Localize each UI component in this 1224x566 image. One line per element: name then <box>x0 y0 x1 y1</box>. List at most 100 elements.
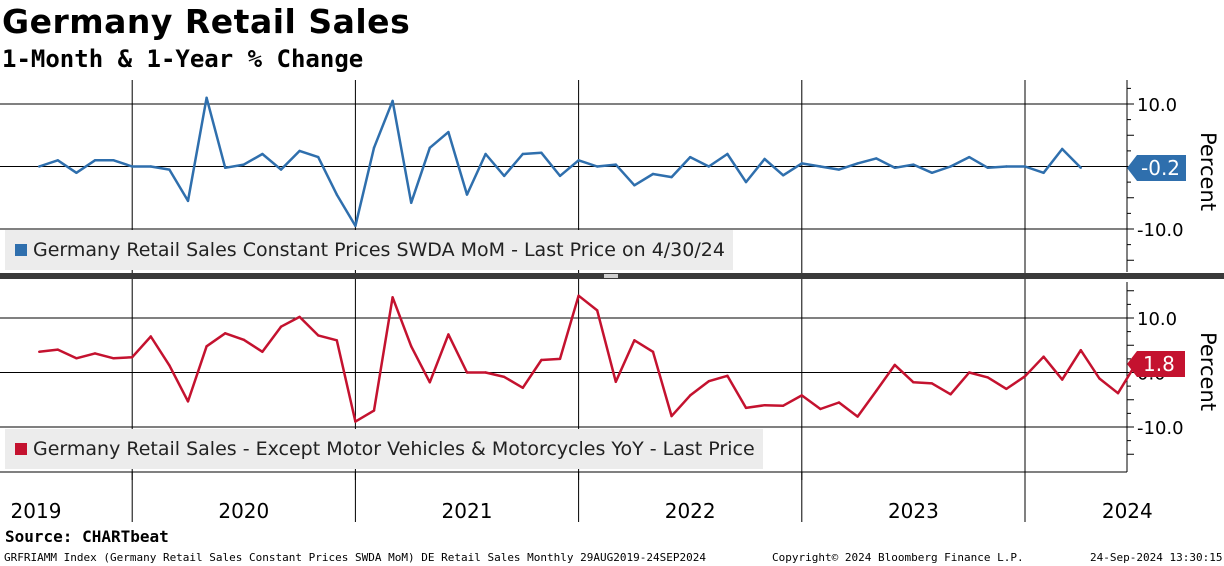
data-point <box>614 163 617 166</box>
data-point <box>1079 166 1083 169</box>
data-point <box>335 193 338 196</box>
chart-subtitle: 1-Month & 1-Year % Change <box>2 45 364 73</box>
data-point <box>428 146 431 149</box>
x-tick-label: 2019 <box>11 499 62 523</box>
data-point <box>1061 378 1064 381</box>
data-point <box>186 199 190 203</box>
data-point <box>633 339 636 342</box>
data-point <box>1023 375 1027 378</box>
data-point <box>112 159 115 162</box>
ylabel-top: Percent <box>1196 132 1220 212</box>
data-point <box>75 171 78 174</box>
data-point <box>800 162 803 165</box>
data-point <box>317 334 320 337</box>
data-point <box>186 400 190 403</box>
data-point <box>354 224 357 228</box>
data-point <box>224 332 227 335</box>
data-point <box>1061 147 1064 151</box>
last-value-badge-top: -0.2 <box>1127 155 1187 181</box>
data-point <box>279 325 283 328</box>
chart-title: Germany Retail Sales <box>2 2 411 41</box>
y-tick-label: -10.0 <box>1137 418 1184 439</box>
data-point <box>912 163 915 166</box>
data-point <box>521 386 524 389</box>
data-point <box>949 165 952 168</box>
data-point <box>596 165 599 168</box>
legend-bottom: Germany Retail Sales - Except Motor Vehi… <box>5 429 763 469</box>
data-point <box>875 389 878 393</box>
data-point <box>837 401 841 404</box>
data-point <box>930 171 934 174</box>
data-point <box>912 381 915 384</box>
source-label: Source: CHARTbeat <box>5 527 169 546</box>
data-point <box>372 146 376 149</box>
data-point <box>242 338 245 341</box>
badge-value-bottom: 1.8 <box>1137 351 1185 377</box>
data-point <box>317 155 320 159</box>
data-point <box>521 152 524 156</box>
data-point <box>558 357 562 361</box>
data-point <box>484 152 487 156</box>
data-point <box>38 165 41 168</box>
data-point <box>261 152 264 156</box>
legend-label-bottom: Germany Retail Sales - Except Motor Vehi… <box>33 438 755 460</box>
y-tick-label: -10.0 <box>1137 220 1184 241</box>
data-point <box>744 180 748 184</box>
data-point <box>968 155 971 159</box>
data-point <box>651 172 655 176</box>
series-line-yoy <box>39 294 1138 423</box>
data-point <box>242 163 245 166</box>
panel-divider-handle <box>604 274 618 278</box>
data-point <box>391 99 394 103</box>
data-point <box>763 157 766 161</box>
x-tick-label: 2020 <box>218 499 269 523</box>
data-point <box>93 159 97 162</box>
data-point <box>131 356 134 359</box>
data-point <box>744 406 748 410</box>
data-point <box>56 159 59 162</box>
data-point <box>1005 387 1008 391</box>
data-point <box>168 168 171 171</box>
data-point <box>689 155 692 159</box>
badge-arrow-bottom <box>1127 351 1137 377</box>
data-point <box>1116 392 1120 395</box>
data-point <box>484 371 487 374</box>
data-point <box>75 357 78 360</box>
x-tick-label: 2024 <box>1102 499 1153 523</box>
data-point <box>93 352 97 355</box>
timestamp: 24-Sep-2024 13:30:15 <box>1090 551 1223 564</box>
legend-label-top: Germany Retail Sales Constant Prices SWD… <box>33 239 725 261</box>
data-point <box>651 350 655 353</box>
data-point <box>205 96 208 100</box>
data-point <box>428 381 431 384</box>
data-point <box>1042 171 1045 174</box>
data-point <box>726 374 729 377</box>
data-point <box>298 149 301 153</box>
data-point <box>1079 349 1083 352</box>
x-tick-label: 2022 <box>665 499 716 523</box>
data-point <box>893 166 896 169</box>
data-point <box>819 407 822 411</box>
data-point <box>354 420 357 423</box>
data-point <box>689 394 692 397</box>
data-point <box>410 345 413 348</box>
data-point <box>782 174 785 177</box>
last-value-badge-bottom: 1.8 <box>1127 351 1185 377</box>
data-point <box>149 165 152 168</box>
data-point <box>614 380 617 383</box>
y-tick-label: 10.0 <box>1137 309 1177 330</box>
data-point <box>503 375 506 379</box>
data-point <box>391 296 394 299</box>
legend-swatch-top <box>15 244 27 256</box>
legend-top: Germany Retail Sales Constant Prices SWD… <box>5 230 733 270</box>
data-point <box>112 357 115 360</box>
data-point <box>968 371 971 374</box>
data-point <box>670 414 673 418</box>
x-tick-label: 2021 <box>442 499 493 523</box>
data-point <box>410 201 413 204</box>
badge-value-top: -0.2 <box>1137 155 1187 181</box>
data-point <box>540 151 543 154</box>
data-point <box>447 333 450 336</box>
data-point <box>763 404 766 407</box>
